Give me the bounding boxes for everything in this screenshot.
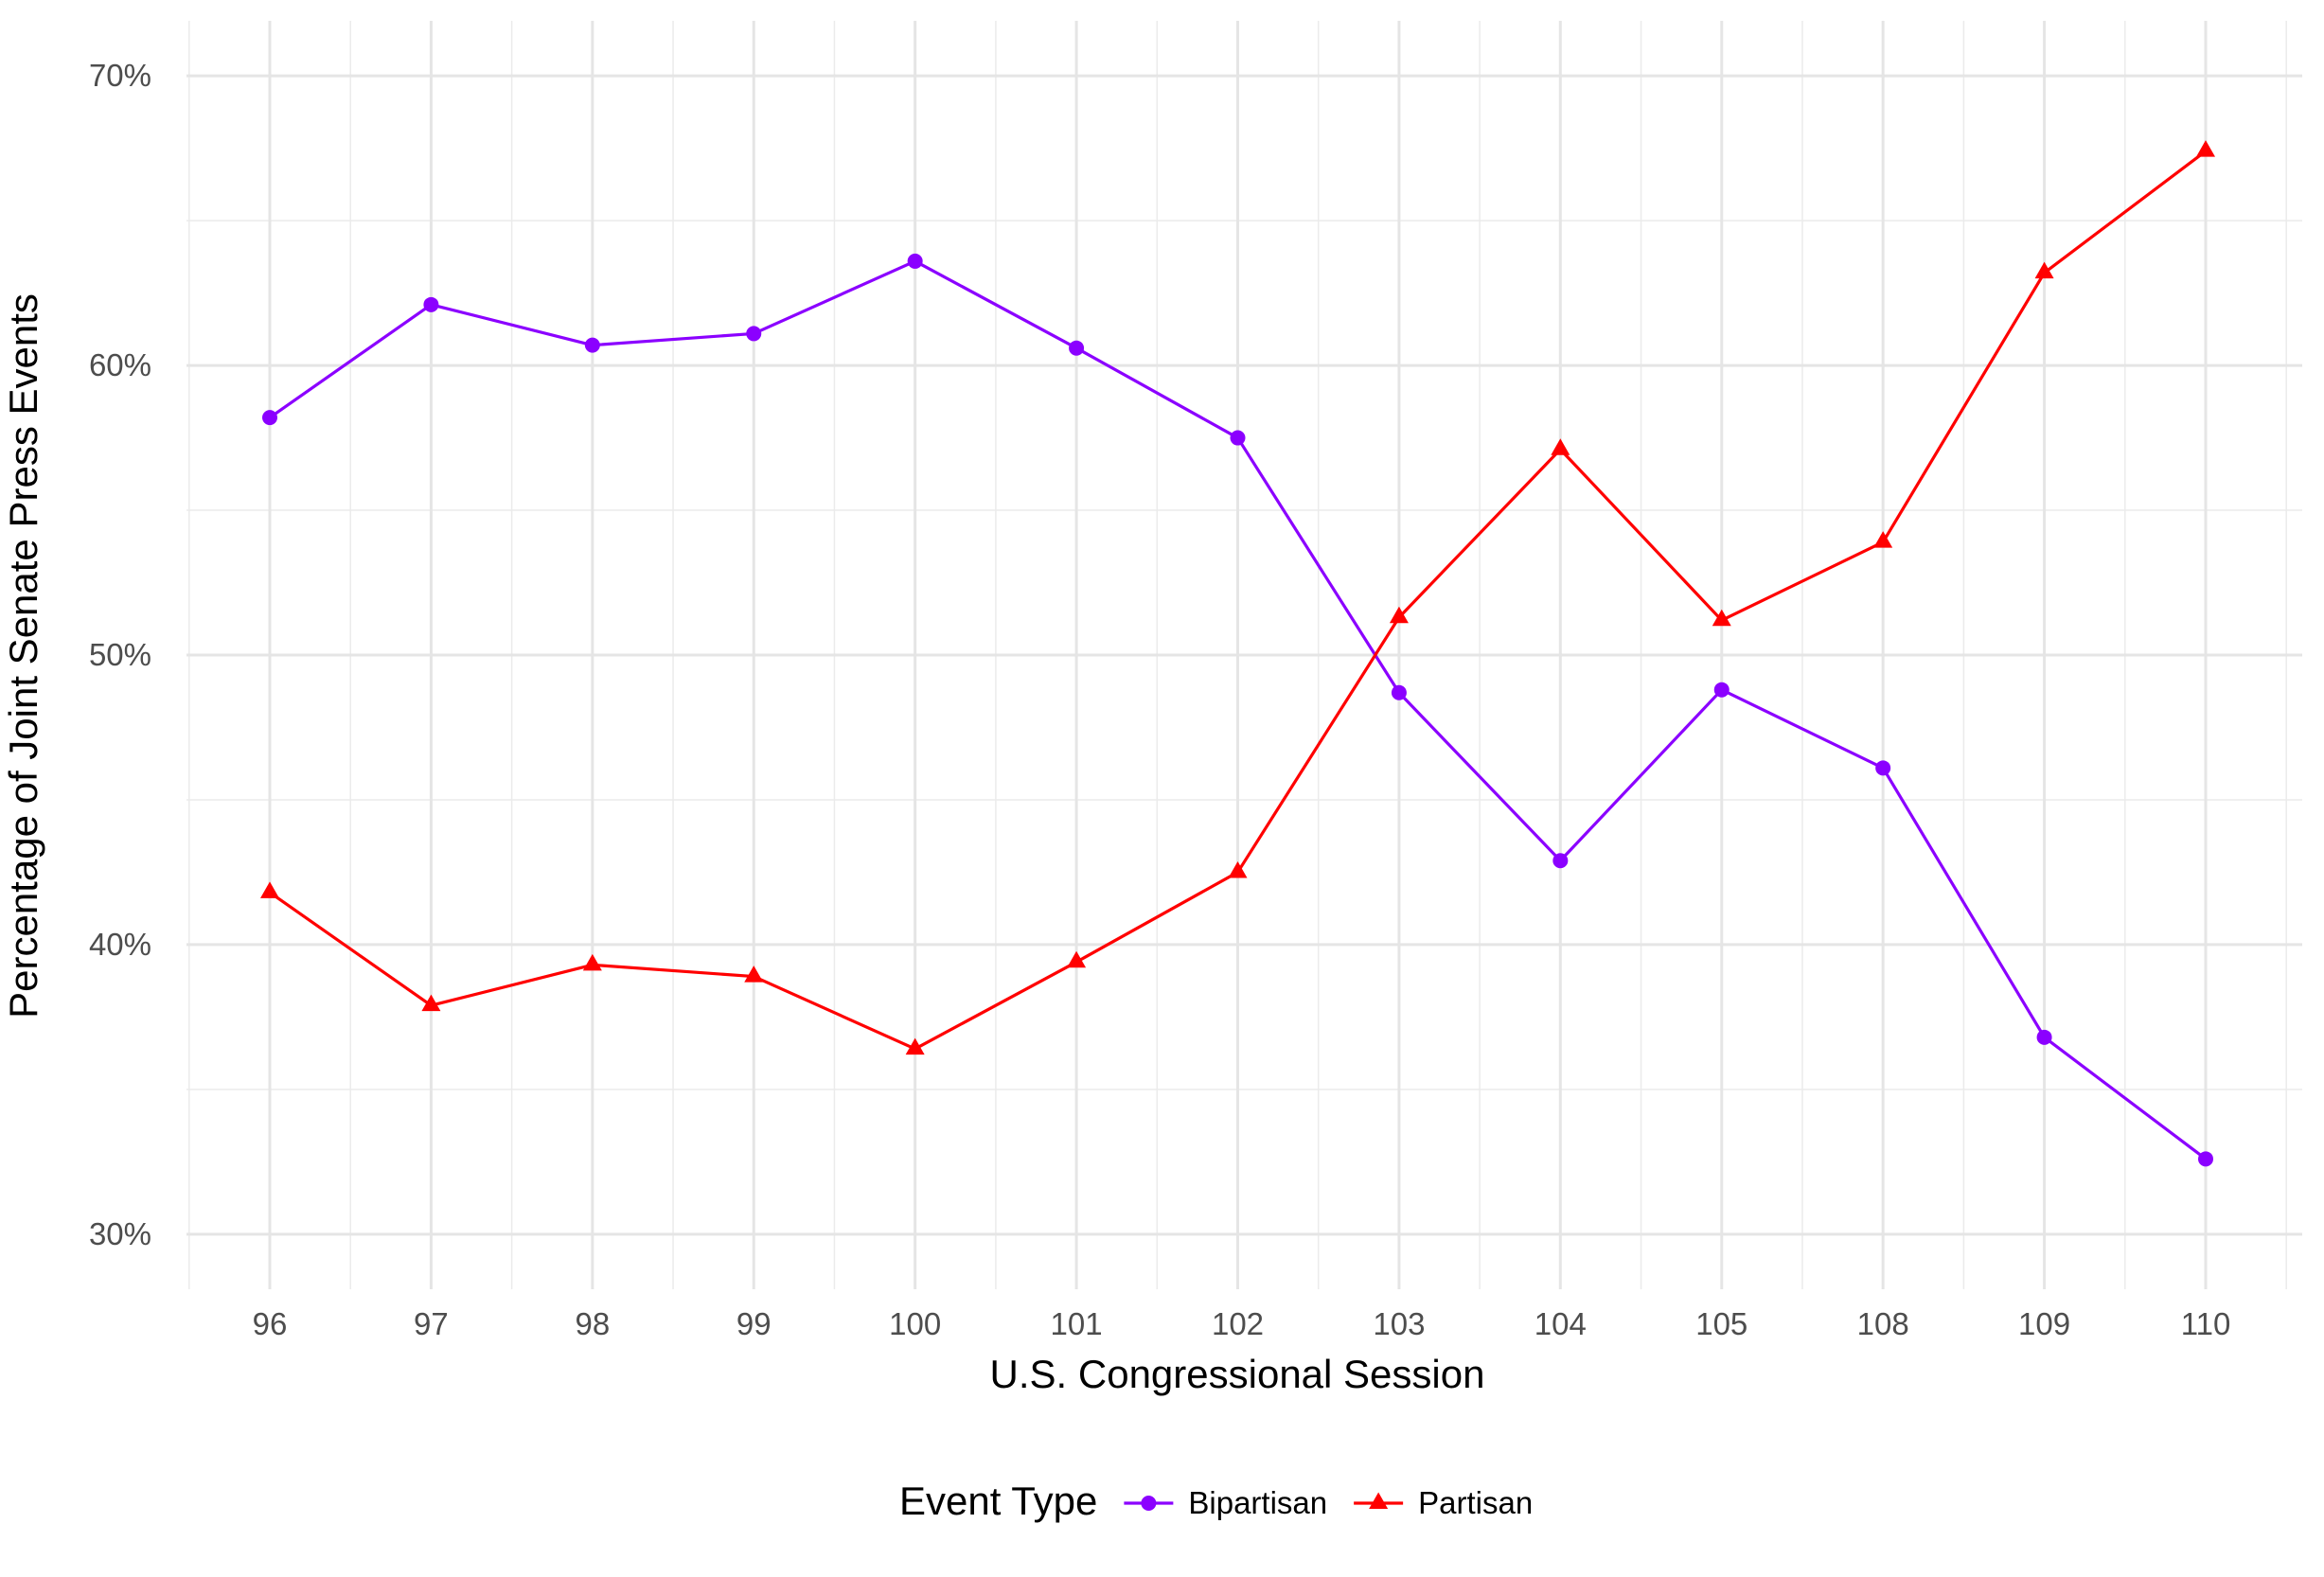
data-point-partisan xyxy=(744,966,764,983)
x-tick-label: 101 xyxy=(1051,1306,1103,1341)
data-point-bipartisan xyxy=(423,296,439,312)
data-point-partisan xyxy=(1067,950,1087,968)
data-point-bipartisan xyxy=(1552,853,1569,869)
x-tick-label: 98 xyxy=(575,1306,610,1341)
x-tick-label: 110 xyxy=(2181,1306,2231,1341)
y-tick-label: 70% xyxy=(89,58,151,93)
data-point-bipartisan xyxy=(907,253,923,269)
data-point-bipartisan xyxy=(1875,760,1891,776)
legend-label-bipartisan: Bipartisan xyxy=(1188,1485,1327,1520)
x-tick-label: 102 xyxy=(1212,1306,1264,1341)
y-axis-title: Percentage of Joint Senate Press Events xyxy=(1,293,45,1019)
legend-label-partisan: Partisan xyxy=(1418,1485,1533,1520)
data-point-bipartisan xyxy=(584,337,600,353)
data-point-partisan xyxy=(421,994,441,1012)
grid xyxy=(186,21,2302,1289)
data-point-partisan xyxy=(2034,261,2054,279)
y-tick-label: 60% xyxy=(89,347,151,382)
data-point-bipartisan xyxy=(1713,682,1730,698)
data-point-partisan xyxy=(1389,606,1409,624)
x-tick-label: 103 xyxy=(1373,1306,1425,1341)
data-point-bipartisan xyxy=(2036,1029,2052,1045)
data-point-partisan xyxy=(1228,860,1248,878)
series-partisan xyxy=(260,140,2215,1055)
x-tick-label: 96 xyxy=(253,1306,288,1341)
data-point-bipartisan xyxy=(262,410,277,426)
legend-item-bipartisan: Bipartisan xyxy=(1124,1485,1327,1520)
legend-key-marker-bipartisan xyxy=(1141,1496,1157,1511)
x-tick-label: 99 xyxy=(736,1306,772,1341)
legend-item-partisan: Partisan xyxy=(1354,1485,1533,1520)
x-tick-label: 109 xyxy=(2018,1306,2070,1341)
legend: Event Type Bipartisan Partisan xyxy=(899,1479,1533,1523)
data-point-partisan xyxy=(2196,140,2215,157)
series-group xyxy=(260,140,2215,1167)
y-tick-label: 50% xyxy=(89,637,151,672)
legend-title: Event Type xyxy=(899,1479,1097,1523)
data-point-partisan xyxy=(905,1037,925,1055)
data-point-bipartisan xyxy=(2198,1151,2213,1167)
x-tick-label: 97 xyxy=(414,1306,449,1341)
data-point-bipartisan xyxy=(746,326,762,342)
y-tick-label: 40% xyxy=(89,927,151,962)
data-point-partisan xyxy=(260,881,279,898)
x-axis-title: U.S. Congressional Session xyxy=(990,1352,1485,1396)
y-axis-ticks: 30% 40% 50% 60% 70% xyxy=(89,58,151,1251)
data-point-bipartisan xyxy=(1230,430,1246,446)
data-point-partisan xyxy=(1873,531,1893,548)
legend-key-marker-partisan xyxy=(1369,1492,1389,1509)
x-tick-label: 100 xyxy=(889,1306,941,1341)
data-point-partisan xyxy=(582,953,602,971)
x-tick-label: 105 xyxy=(1695,1306,1747,1341)
x-tick-label: 108 xyxy=(1857,1306,1909,1341)
data-point-bipartisan xyxy=(1391,684,1407,700)
x-tick-label: 104 xyxy=(1535,1306,1587,1341)
y-tick-label: 30% xyxy=(89,1216,151,1251)
x-axis-ticks: 96 97 98 99 100 101 102 103 104 105 108 109 110 xyxy=(253,1306,2231,1341)
data-point-bipartisan xyxy=(1069,340,1085,356)
series-bipartisan xyxy=(262,253,2213,1167)
data-point-partisan xyxy=(1712,609,1731,627)
data-point-partisan xyxy=(1551,438,1570,455)
